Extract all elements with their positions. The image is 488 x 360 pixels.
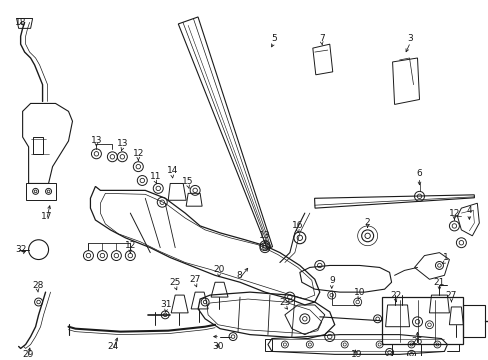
Text: 18: 18	[15, 18, 26, 27]
Text: 12: 12	[132, 149, 143, 158]
Text: 12: 12	[124, 241, 136, 250]
Text: 4: 4	[466, 206, 471, 215]
Text: 10: 10	[353, 288, 365, 297]
Text: 20: 20	[213, 265, 224, 274]
Text: 6: 6	[416, 169, 422, 178]
Text: 31: 31	[160, 301, 172, 310]
Text: 11: 11	[149, 172, 161, 181]
Text: 29: 29	[22, 350, 33, 359]
Text: 23: 23	[279, 297, 290, 306]
Text: 9: 9	[328, 276, 334, 285]
Text: 27: 27	[445, 291, 456, 300]
Text: 3: 3	[407, 34, 412, 43]
Text: 26: 26	[411, 337, 422, 346]
Text: 32: 32	[15, 245, 26, 254]
Text: 5: 5	[270, 34, 276, 43]
Text: 1: 1	[442, 253, 447, 262]
Text: 8: 8	[236, 271, 242, 280]
Text: 27: 27	[189, 275, 201, 284]
Text: 7: 7	[318, 34, 324, 43]
Text: 21: 21	[433, 278, 444, 287]
Text: 16: 16	[291, 221, 303, 230]
Text: 13: 13	[259, 231, 270, 240]
Text: 22: 22	[389, 291, 400, 300]
Text: 17: 17	[41, 212, 52, 221]
Text: 24: 24	[107, 342, 119, 351]
Text: 30: 30	[212, 342, 224, 351]
Text: 2: 2	[364, 219, 370, 228]
Text: 19: 19	[350, 350, 362, 359]
Text: 25: 25	[169, 278, 181, 287]
Text: 15: 15	[182, 177, 194, 186]
Text: 28: 28	[32, 281, 43, 290]
Text: 13: 13	[116, 139, 128, 148]
Text: 12: 12	[448, 208, 459, 217]
Text: 13: 13	[90, 136, 102, 145]
Text: 14: 14	[166, 166, 178, 175]
